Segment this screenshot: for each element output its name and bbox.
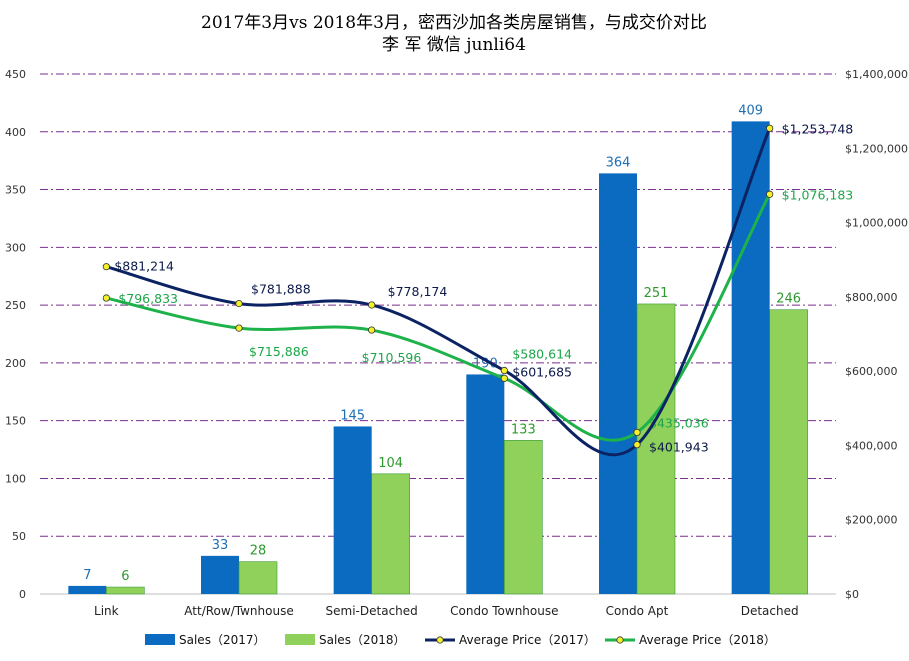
category-label: Semi-Detached xyxy=(326,604,418,618)
left-tick-label: 200 xyxy=(5,357,26,370)
bar-2017 xyxy=(68,585,107,594)
legend-swatch-sales-2017 xyxy=(145,634,175,645)
bar-2017 xyxy=(333,426,372,594)
bar-2018-label: 133 xyxy=(511,422,536,437)
category-label: Condo Townhouse xyxy=(450,604,558,618)
price-label-2018: $435,036 xyxy=(649,415,709,430)
legend-label-price-2017: Average Price（2017） xyxy=(459,633,596,647)
legend-marker-price-2017 xyxy=(436,636,444,644)
left-tick-label: 350 xyxy=(5,184,26,197)
price-label-2017: $401,943 xyxy=(649,440,709,455)
price-label-2018: $710,596 xyxy=(362,350,422,365)
right-tick-label: $0 xyxy=(845,588,859,601)
price-point-2018 xyxy=(500,374,508,382)
bar-2017 xyxy=(599,173,637,594)
price-point-2018 xyxy=(102,294,110,302)
left-tick-label: 450 xyxy=(5,68,26,81)
chart-title: 2017年3月vs 2018年3月，密西沙加各类房屋销售，与成交价对比 xyxy=(201,13,707,33)
left-tick-label: 100 xyxy=(5,472,26,485)
price-label-2018: $796,833 xyxy=(118,291,178,306)
price-point-2017 xyxy=(235,299,243,308)
bar-2018 xyxy=(238,561,278,595)
price-point-2017 xyxy=(500,366,508,375)
right-tick-label: $1,200,000 xyxy=(845,142,908,155)
bar-2017 xyxy=(201,555,239,594)
price-label-2018: $1,076,183 xyxy=(782,187,854,202)
bar-2017-label: 7 xyxy=(83,568,91,583)
legend: Sales（2017） Sales（2018） Average Price（2017… xyxy=(145,633,776,647)
left-tick-label: 150 xyxy=(5,415,26,428)
price-point-2018 xyxy=(766,190,774,198)
right-tick-label: $200,000 xyxy=(845,514,898,527)
right-tick-label: $1,400,000 xyxy=(845,68,908,81)
bar-2018-label: 251 xyxy=(644,286,669,301)
left-tick-label: 50 xyxy=(12,530,26,543)
right-axis-ticks: $0 $200,000 $400,000 $600,000 $800,000 $1,000… xyxy=(845,68,908,601)
price-label-2017: $1,253,748 xyxy=(782,121,854,136)
bar-2018-label: 246 xyxy=(776,292,801,307)
gridlines xyxy=(40,73,836,595)
legend-label-sales-2018: Sales（2018） xyxy=(319,633,405,647)
price-label-2017: $881,214 xyxy=(114,259,174,274)
price-lines: $796,833 $715,886 $710,596 $580,614 $435,036… xyxy=(102,121,854,457)
bar-2018 xyxy=(504,440,543,595)
price-label-2017: $781,888 xyxy=(251,282,311,297)
left-tick-label: 300 xyxy=(5,241,26,254)
bar-2018 xyxy=(636,303,676,595)
legend-swatch-sales-2018 xyxy=(285,634,315,645)
price-point-2018 xyxy=(235,324,243,332)
price-point-2018 xyxy=(633,428,641,437)
price-label-2018: $715,886 xyxy=(249,344,309,359)
bar-2018-label: 6 xyxy=(121,569,129,584)
right-tick-label: $800,000 xyxy=(845,291,898,304)
bar-2018 xyxy=(106,586,145,595)
price-point-2018 xyxy=(368,326,376,334)
right-tick-label: $1,000,000 xyxy=(845,217,908,230)
bar-2018 xyxy=(769,309,808,595)
price-point-2017 xyxy=(633,441,641,449)
price-point-2017 xyxy=(102,263,110,271)
left-tick-label: 0 xyxy=(19,588,26,601)
right-tick-label: $600,000 xyxy=(845,365,898,378)
bar-2017-label: 364 xyxy=(606,155,631,170)
chart-subtitle: 李 军 微信 junli64 xyxy=(382,35,526,55)
left-axis-ticks: 0 50 100 150 200 250 300 350 400 450 xyxy=(5,68,26,601)
legend-label-price-2018: Average Price（2018） xyxy=(639,633,776,647)
price-point-2017 xyxy=(766,124,774,132)
bar-2018-label: 104 xyxy=(378,456,403,471)
bar-2017 xyxy=(731,121,770,594)
price-label-2017: $778,174 xyxy=(388,284,448,299)
price-label-2018: $580,614 xyxy=(512,346,572,361)
price-point-2017 xyxy=(368,301,376,309)
bar-2017-label: 145 xyxy=(340,408,365,423)
category-labels: Link Att/Row/Twnhouse Semi-Detached Condo T… xyxy=(94,604,799,618)
bar-2017 xyxy=(466,374,505,594)
right-tick-label: $400,000 xyxy=(845,439,898,452)
bar-2018-label: 28 xyxy=(250,544,267,559)
price-label-2017: $601,685 xyxy=(512,365,572,380)
category-label: Att/Row/Twnhouse xyxy=(184,604,293,618)
legend-marker-price-2018 xyxy=(616,636,624,644)
bar-2018 xyxy=(371,473,410,595)
left-tick-label: 250 xyxy=(5,299,26,312)
category-label: Detached xyxy=(741,604,799,618)
category-label: Link xyxy=(94,604,119,618)
left-tick-label: 400 xyxy=(5,126,26,139)
category-label: Condo Apt xyxy=(606,604,669,618)
legend-label-sales-2017: Sales（2017） xyxy=(179,633,265,647)
bar-2017-label: 33 xyxy=(212,538,229,553)
bar-2017-label: 409 xyxy=(738,103,763,118)
